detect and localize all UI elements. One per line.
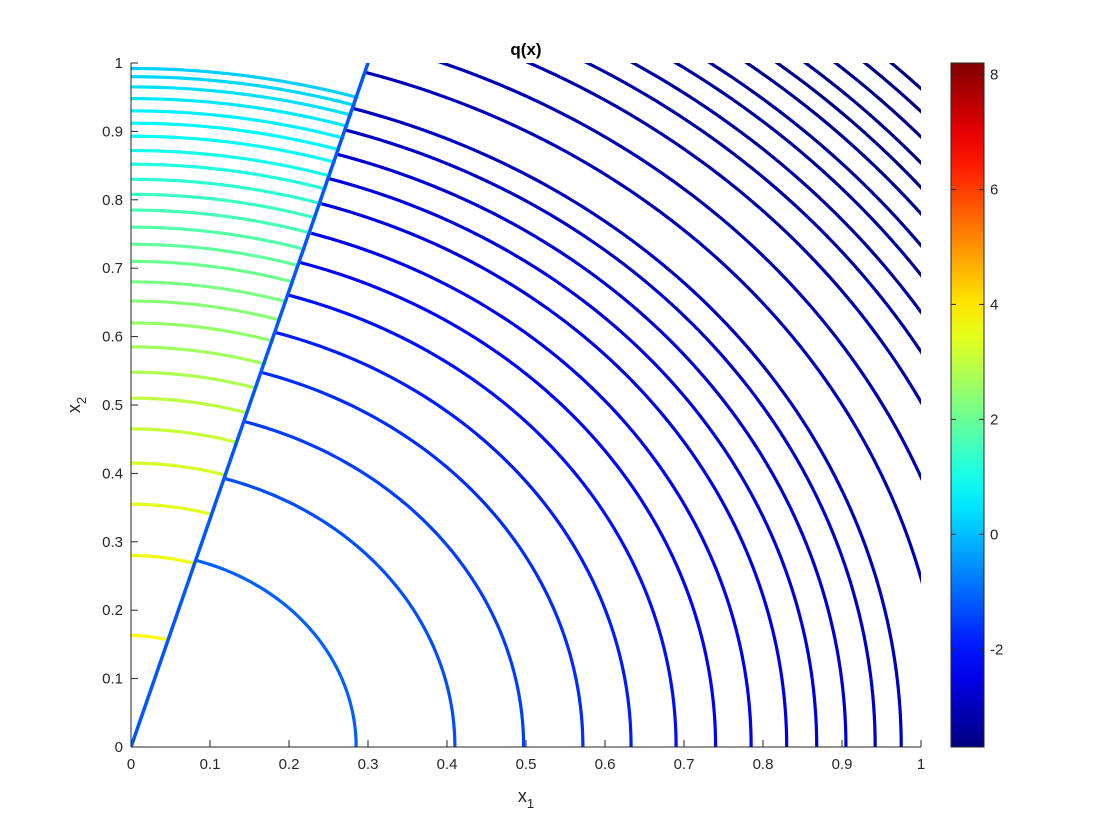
y-tick-label: 0.8 — [102, 192, 123, 209]
contour-left-3 — [131, 461, 228, 477]
y-axis-label: x2 — [64, 397, 89, 413]
x-ticks: 0 0.1 0.2 0.3 0.4 0.5 0.6 0.7 0.8 0.9 1 — [127, 740, 925, 773]
colorbar-tick-label: 4 — [990, 296, 998, 313]
contour-left-17 — [131, 162, 327, 191]
contour-left-0 — [131, 633, 170, 642]
contour-left-12 — [131, 242, 301, 268]
contour-left-24 — [131, 75, 356, 107]
contour-right-6 — [298, 260, 718, 747]
y-tick-label: 0 — [115, 739, 123, 756]
colorbar-tick-label: -2 — [990, 641, 1003, 658]
x-tick-label: 0.4 — [437, 756, 458, 773]
contour-left-1 — [131, 553, 197, 566]
x-axis-label-main: x — [518, 786, 527, 806]
x-tick-label: 0.1 — [200, 756, 221, 773]
contour-right-13 — [364, 70, 921, 585]
y-ticks: 0 0.1 0.2 0.3 0.4 0.5 0.6 0.7 0.8 0.9 1 — [102, 55, 138, 756]
contour-left-4 — [131, 427, 239, 445]
contour-left-18 — [131, 148, 332, 178]
x-tick-label: 0.6 — [595, 756, 616, 773]
y-tick-label: 1 — [115, 55, 123, 72]
contour-left-14 — [131, 208, 312, 235]
x-tick-label: 0.9 — [832, 756, 853, 773]
contour-right-0 — [194, 558, 358, 747]
x-axis-label-subscript: 1 — [527, 796, 534, 811]
contour-left-7 — [131, 345, 266, 366]
contour-right-18 — [673, 63, 921, 278]
contour-right-17 — [629, 63, 921, 315]
contour-left-9 — [131, 299, 282, 322]
contour-left-13 — [131, 225, 306, 251]
contour-right-3 — [259, 370, 585, 747]
contour-left-6 — [131, 370, 258, 390]
contour-lines — [131, 63, 921, 747]
contour-left-5 — [131, 396, 249, 415]
x-tick-label: 1 — [917, 756, 925, 773]
contour-left-20 — [131, 121, 341, 152]
contour-left-10 — [131, 280, 288, 304]
contour-right-9 — [327, 176, 819, 747]
y-axis-label-main: x — [64, 404, 84, 413]
y-tick-label: 0.9 — [102, 123, 123, 140]
y-tick-label: 0.2 — [102, 602, 123, 619]
contour-left-22 — [131, 96, 349, 128]
x-tick-label: 0 — [127, 756, 135, 773]
y-tick-label: 0.4 — [102, 465, 123, 482]
contour-right-7 — [308, 231, 753, 747]
contour-right-14 — [437, 63, 921, 482]
colorbar-tick-label: 0 — [990, 526, 998, 543]
contour-right-2 — [242, 419, 526, 747]
y-tick-label: 0.5 — [102, 397, 123, 414]
colorbar-gradient — [950, 62, 985, 748]
y-tick-label: 0.7 — [102, 260, 123, 277]
chart-title: q(x) — [510, 40, 541, 59]
contour-right-10 — [335, 152, 848, 747]
colorbar-tick-label: 6 — [990, 181, 998, 198]
x-axis-label: x1 — [518, 786, 534, 811]
y-tick-label: 0.3 — [102, 534, 123, 551]
contour-right-12 — [351, 106, 903, 747]
contour-right-19 — [707, 63, 921, 249]
contour-right-11 — [344, 128, 877, 747]
contour-left-11 — [131, 259, 295, 284]
contour-left-2 — [131, 502, 214, 517]
y-tick-label: 0.6 — [102, 329, 123, 346]
contour-left-15 — [131, 192, 317, 220]
y-tick-label: 0.1 — [102, 671, 123, 688]
colorbar: -2 0 2 4 6 8 — [950, 62, 1003, 748]
contour-left-23 — [131, 85, 353, 117]
contour-right-1 — [222, 476, 457, 747]
x-tick-label: 0.2 — [279, 756, 300, 773]
contour-right-15 — [525, 63, 921, 406]
contour-right-8 — [318, 201, 789, 747]
colorbar-tick-label: 2 — [990, 411, 998, 428]
contour-left-19 — [131, 134, 337, 164]
contour-right-16 — [583, 63, 921, 355]
x-tick-label: 0.5 — [516, 756, 537, 773]
contour-left-25 — [131, 66, 359, 99]
contour-right-4 — [273, 330, 633, 747]
colorbar-ticks: -2 0 2 4 6 8 — [951, 66, 1003, 658]
colorbar-tick-label: 8 — [990, 66, 998, 83]
contour-left-16 — [131, 177, 322, 205]
y-axis-label-subscript: 2 — [74, 397, 89, 404]
x-tick-label: 0.8 — [753, 756, 774, 773]
contour-left-8 — [131, 321, 274, 343]
plot-area: 0 0.1 0.2 0.3 0.4 0.5 0.6 0.7 0.8 0.9 1 0 0.1 0.2 0.3… — [102, 55, 925, 773]
x-tick-label: 0.7 — [674, 756, 695, 773]
contour-right-5 — [286, 293, 678, 747]
x-tick-label: 0.3 — [358, 756, 379, 773]
contour-left-21 — [131, 109, 345, 140]
discontinuity-line — [131, 63, 370, 747]
